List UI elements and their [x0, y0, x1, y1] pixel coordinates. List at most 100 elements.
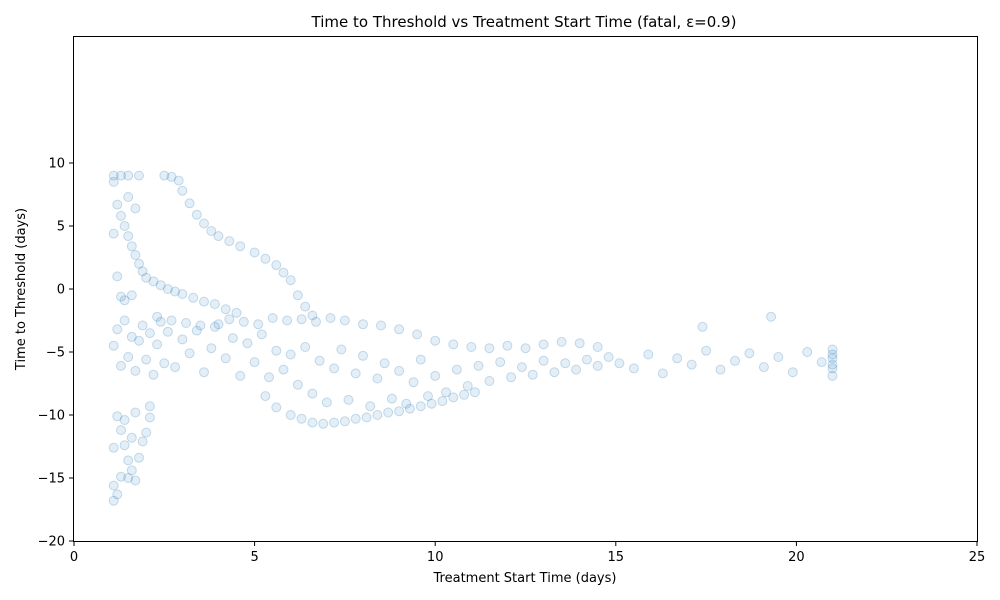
data-point — [213, 319, 224, 330]
data-point — [329, 363, 340, 374]
data-point — [123, 455, 134, 466]
data-point — [191, 209, 202, 220]
data-point — [643, 349, 654, 360]
data-point — [401, 398, 412, 409]
data-point — [130, 203, 141, 214]
data-point — [271, 260, 282, 271]
data-point — [701, 345, 712, 356]
data-point — [744, 348, 755, 359]
data-point — [314, 355, 325, 366]
points-layer — [108, 170, 838, 506]
data-point — [116, 291, 126, 302]
data-point — [152, 311, 163, 322]
x-tick-label: 25 — [969, 550, 986, 565]
data-point — [130, 250, 141, 260]
y-tick-label: 0 — [57, 283, 65, 298]
data-point — [423, 391, 433, 402]
data-point — [130, 407, 141, 418]
data-point — [123, 231, 134, 242]
data-point — [220, 304, 231, 315]
x-axis-ticks: 0 5 10 15 20 25 — [70, 541, 985, 565]
data-point — [603, 352, 614, 362]
data-point — [231, 307, 242, 318]
data-point — [339, 416, 350, 427]
data-point — [372, 373, 383, 384]
data-point — [116, 425, 126, 436]
data-point — [148, 369, 159, 380]
data-point — [484, 343, 495, 354]
data-point — [278, 364, 289, 375]
data-point — [220, 353, 231, 364]
data-point — [285, 275, 296, 286]
data-point — [581, 354, 592, 365]
data-point — [516, 362, 527, 373]
data-point — [285, 410, 296, 420]
data-point — [126, 331, 137, 342]
data-point — [415, 354, 426, 365]
x-tick-label: 15 — [608, 550, 625, 565]
data-point — [365, 401, 376, 412]
data-point — [116, 170, 126, 181]
chart-title: Time to Threshold vs Treatment Start Tim… — [311, 13, 737, 31]
y-tick-label: −5 — [46, 346, 65, 361]
y-tick-label: −15 — [38, 472, 65, 487]
data-point — [137, 266, 148, 277]
data-point — [235, 241, 246, 252]
data-point — [730, 355, 740, 366]
x-tick-label: 10 — [427, 550, 444, 565]
data-point — [256, 329, 267, 340]
data-point — [199, 296, 209, 307]
data-point — [715, 364, 726, 375]
data-point — [188, 292, 199, 303]
data-point — [282, 315, 293, 326]
data-point — [134, 258, 144, 269]
data-point — [112, 199, 123, 210]
data-point — [473, 360, 484, 371]
data-point — [249, 357, 260, 368]
data-point — [206, 343, 217, 354]
data-point — [134, 452, 144, 463]
data-point — [484, 376, 495, 386]
data-point — [827, 353, 838, 364]
data-point — [181, 318, 191, 328]
data-point — [134, 170, 144, 181]
data-point — [184, 348, 195, 359]
data-point — [321, 397, 332, 408]
y-axis-ticks: −20 −15 −10 −5 0 5 10 — [38, 157, 74, 550]
data-point — [350, 368, 361, 379]
data-point — [119, 315, 130, 326]
data-point — [697, 321, 708, 332]
data-point — [404, 403, 415, 414]
data-point — [126, 465, 137, 476]
data-point — [758, 362, 769, 373]
data-point — [361, 412, 372, 423]
data-point — [126, 432, 137, 443]
data-point — [253, 319, 264, 330]
data-point — [116, 471, 126, 482]
data-point — [123, 170, 134, 181]
data-point — [827, 370, 838, 381]
data-point — [311, 316, 321, 327]
data-point — [177, 185, 188, 196]
data-point — [379, 358, 390, 369]
data-point — [209, 321, 220, 332]
data-point — [448, 392, 459, 403]
y-tick-label: −20 — [38, 535, 65, 550]
data-point — [152, 339, 163, 350]
data-point — [459, 389, 470, 400]
data-point — [108, 442, 119, 453]
data-point — [307, 417, 318, 428]
data-point — [506, 372, 517, 383]
data-point — [170, 362, 181, 373]
data-point — [166, 171, 177, 182]
data-point — [571, 364, 582, 375]
data-point — [242, 338, 253, 349]
data-point — [141, 427, 152, 438]
data-point — [614, 358, 625, 369]
data-point — [159, 358, 170, 369]
data-point — [296, 413, 307, 424]
data-point — [108, 176, 119, 187]
data-point — [112, 411, 123, 422]
